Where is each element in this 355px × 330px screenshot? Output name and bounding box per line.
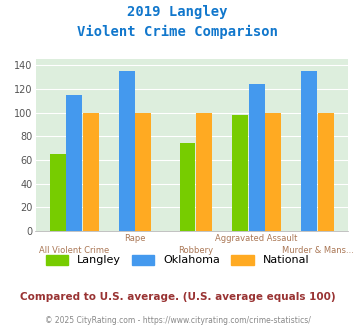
Bar [66, 95, 82, 231]
Legend: Langley, Oklahoma, National: Langley, Oklahoma, National [46, 255, 309, 265]
Bar [196, 113, 212, 231]
Text: Violent Crime Comparison: Violent Crime Comparison [77, 25, 278, 39]
Bar [50, 154, 66, 231]
Bar [83, 113, 99, 231]
Bar [266, 113, 281, 231]
Bar [301, 71, 317, 231]
Text: © 2025 CityRating.com - https://www.cityrating.com/crime-statistics/: © 2025 CityRating.com - https://www.city… [45, 316, 310, 325]
Bar [232, 115, 248, 231]
Text: Compared to U.S. average. (U.S. average equals 100): Compared to U.S. average. (U.S. average … [20, 292, 335, 302]
Bar [136, 113, 151, 231]
Bar [249, 84, 264, 231]
Bar [180, 144, 196, 231]
Bar [318, 113, 334, 231]
Text: 2019 Langley: 2019 Langley [127, 5, 228, 19]
Bar [119, 71, 135, 231]
